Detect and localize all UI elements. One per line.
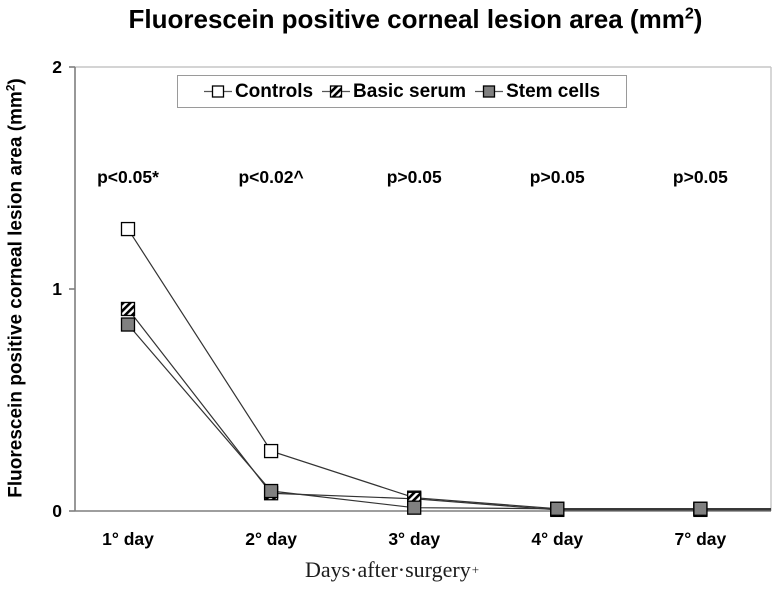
data-marker-stem-cells <box>407 500 422 515</box>
data-marker-controls <box>263 443 279 459</box>
x-tick-label: 7° day <box>675 529 727 549</box>
legend-item-controls: Controls <box>203 80 314 103</box>
data-marker-controls <box>120 221 136 237</box>
stem-cells-marker-icon <box>475 85 504 98</box>
data-marker-stem-cells <box>550 501 565 516</box>
x-tick-label: 4° day <box>531 529 583 549</box>
data-marker-stem-cells <box>693 501 708 516</box>
data-marker-basic-serum <box>120 301 136 317</box>
x-tick-label: 1° day <box>102 529 154 549</box>
series-line-stem-cells <box>127 324 771 510</box>
x-tick-label: 3° day <box>388 529 440 549</box>
p-value-label: p<0.05* <box>97 167 159 187</box>
chart-title: Fluorescein positive corneal lesion area… <box>60 4 771 35</box>
y-tick-label: 2 <box>52 57 62 77</box>
series-line-basic-serum <box>127 308 771 511</box>
chart-title-superscript: 2 <box>684 4 694 23</box>
chart-title-text: Fluorescein positive corneal lesion area… <box>128 4 685 34</box>
x-axis-title: Days·after·surgery+ <box>305 557 479 583</box>
x-axis-title-text: Days·after·surgery <box>304 557 471 582</box>
p-value-label: p>0.05 <box>387 167 442 187</box>
series-line-controls <box>127 228 771 510</box>
y-tick-label: 1 <box>52 279 62 299</box>
legend-label-basic-serum: Basic serum <box>353 80 467 102</box>
p-value-label: p>0.05 <box>530 167 585 187</box>
p-value-label: p<0.02^ <box>238 167 303 187</box>
x-tick-label: 2° day <box>245 529 297 549</box>
chart-title-close: ) <box>693 4 703 34</box>
data-marker-stem-cells <box>120 317 136 332</box>
legend-item-stem-cells: Stem cells <box>475 81 600 103</box>
chart-legend: Controls Basic serum Stem cells <box>177 75 627 108</box>
y-tick-label: 0 <box>52 501 62 521</box>
legend-label-controls: Controls <box>234 80 314 102</box>
data-marker-stem-cells <box>263 483 279 499</box>
basic-serum-marker-icon <box>322 85 351 98</box>
formatting-mark-icon: + <box>471 562 480 577</box>
legend-item-basic-serum: Basic serum <box>322 81 466 103</box>
controls-marker-icon <box>203 85 232 98</box>
legend-label-stem-cells: Stem cells <box>506 80 601 102</box>
p-value-label: p>0.05 <box>673 167 728 187</box>
